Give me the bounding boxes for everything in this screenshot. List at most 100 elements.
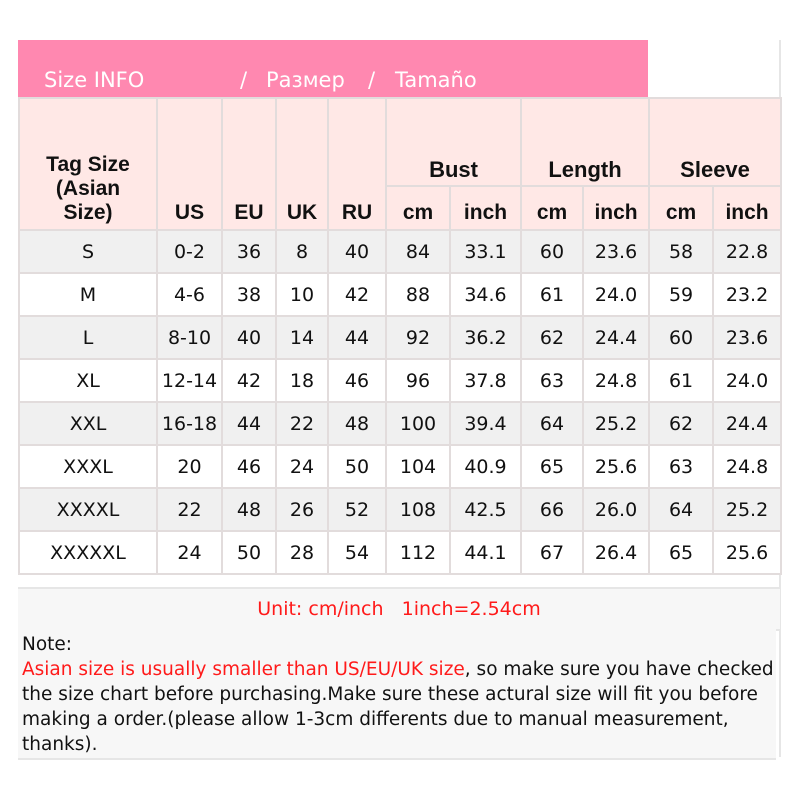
table-row: XL 12-14 42 18 46 96 37.8 63 24.8 61 24.0 (18, 358, 783, 403)
header-uk: UK (275, 97, 329, 231)
unit-line: Unit: cm/inch 1inch=2.54cm (18, 587, 780, 631)
cell-ru: 46 (327, 358, 387, 403)
cell-tag-size: XL (18, 358, 158, 403)
cell-bust-cm: 104 (385, 444, 451, 489)
header-bust-cm: cm (385, 185, 451, 231)
note-body: , so make sure you have checked the size… (22, 659, 774, 755)
title-separator: / (368, 68, 376, 92)
table-row: XXXL 20 46 24 50 104 40.9 65 25.6 63 24.8 (18, 444, 783, 489)
cell-bust-cm: 112 (385, 530, 451, 575)
cell-length-cm: 65 (520, 444, 585, 489)
cell-uk: 22 (275, 401, 329, 446)
table-row: S 0-2 36 8 40 84 33.1 60 23.6 58 22.8 (18, 229, 783, 274)
note-label: Note: (22, 634, 73, 655)
title-separator: / (240, 68, 248, 92)
cell-bust-cm: 84 (385, 229, 451, 274)
size-table: Tag Size (Asian Size) US EU UK RU Bust L… (18, 97, 783, 575)
cell-eu: 40 (221, 315, 277, 360)
table-row: XXXXL 22 48 26 52 108 42.5 66 26.0 64 25.2 (18, 487, 783, 532)
cell-ru: 44 (327, 315, 387, 360)
cell-tag-size: M (18, 272, 158, 317)
cell-ru: 54 (327, 530, 387, 575)
cell-us: 20 (156, 444, 223, 489)
cell-bust-inch: 44.1 (448, 530, 523, 575)
cell-sleeve-cm: 61 (648, 358, 715, 403)
note-text: Asian size is usually smaller than US/EU… (22, 657, 776, 757)
cell-bust-cm: 96 (385, 358, 451, 403)
cell-sleeve-cm: 60 (648, 315, 715, 360)
cell-eu: 36 (221, 229, 277, 274)
cell-us: 22 (156, 487, 223, 532)
cell-sleeve-cm: 65 (648, 530, 715, 575)
title-spanish: Tamaño (395, 68, 477, 92)
cell-length-cm: 67 (520, 530, 585, 575)
cell-us: 24 (156, 530, 223, 575)
cell-uk: 26 (275, 487, 329, 532)
cell-length-inch: 24.0 (582, 272, 651, 317)
cell-sleeve-inch: 25.6 (712, 530, 783, 575)
header-length: Length (520, 97, 651, 187)
cell-length-inch: 25.2 (582, 401, 651, 446)
cell-sleeve-cm: 58 (648, 229, 715, 274)
cell-length-inch: 23.6 (582, 229, 651, 274)
cell-length-cm: 61 (520, 272, 585, 317)
cell-tag-size: XXL (18, 401, 158, 446)
cell-bust-inch: 36.2 (448, 315, 523, 360)
header-length-inch: inch (582, 185, 651, 231)
cell-tag-size: XXXL (18, 444, 158, 489)
header-sleeve-inch: inch (712, 185, 783, 231)
cell-sleeve-inch: 24.4 (712, 401, 783, 446)
table-row: XXL 16-18 44 22 48 100 39.4 64 25.2 62 24.4 (18, 401, 783, 446)
header-length-cm: cm (520, 185, 585, 231)
cell-bust-cm: 100 (385, 401, 451, 446)
note-warning: Asian size is usually smaller than US/EU… (22, 659, 465, 680)
cell-length-cm: 64 (520, 401, 585, 446)
cell-eu: 42 (221, 358, 277, 403)
cell-tag-size: XXXXXL (18, 530, 158, 575)
cell-length-inch: 26.0 (582, 487, 651, 532)
cell-length-cm: 62 (520, 315, 585, 360)
cell-ru: 40 (327, 229, 387, 274)
cell-us: 16-18 (156, 401, 223, 446)
unit-text: Unit: cm/inch 1inch=2.54cm (257, 598, 541, 620)
header-us: US (156, 97, 223, 231)
title-bar: Size INFO / Размер / Tamaño (18, 40, 648, 97)
cell-eu: 38 (221, 272, 277, 317)
cell-ru: 50 (327, 444, 387, 489)
header-sleeve-cm: cm (648, 185, 715, 231)
cell-sleeve-inch: 23.2 (712, 272, 783, 317)
cell-sleeve-inch: 23.6 (712, 315, 783, 360)
cell-ru: 48 (327, 401, 387, 446)
cell-bust-cm: 92 (385, 315, 451, 360)
cell-uk: 28 (275, 530, 329, 575)
cell-uk: 24 (275, 444, 329, 489)
cell-eu: 46 (221, 444, 277, 489)
cell-length-cm: 60 (520, 229, 585, 274)
cell-bust-inch: 33.1 (448, 229, 523, 274)
note-section: Note: Asian size is usually smaller than… (18, 629, 776, 760)
cell-uk: 8 (275, 229, 329, 274)
cell-length-inch: 26.4 (582, 530, 651, 575)
title-russian: Размер (266, 68, 345, 92)
cell-us: 4-6 (156, 272, 223, 317)
cell-us: 12-14 (156, 358, 223, 403)
cell-uk: 14 (275, 315, 329, 360)
header-bust-inch: inch (448, 185, 523, 231)
title-english: Size INFO (44, 68, 145, 92)
cell-tag-size: S (18, 229, 158, 274)
cell-bust-inch: 34.6 (448, 272, 523, 317)
table-row: L 8-10 40 14 44 92 36.2 62 24.4 60 23.6 (18, 315, 783, 360)
cell-sleeve-cm: 64 (648, 487, 715, 532)
table-row: M 4-6 38 10 42 88 34.6 61 24.0 59 23.2 (18, 272, 783, 317)
cell-sleeve-cm: 62 (648, 401, 715, 446)
header-sleeve: Sleeve (648, 97, 783, 187)
cell-eu: 48 (221, 487, 277, 532)
cell-uk: 18 (275, 358, 329, 403)
cell-eu: 44 (221, 401, 277, 446)
cell-length-cm: 66 (520, 487, 585, 532)
cell-sleeve-inch: 25.2 (712, 487, 783, 532)
cell-length-cm: 63 (520, 358, 585, 403)
cell-sleeve-inch: 22.8 (712, 229, 783, 274)
cell-uk: 10 (275, 272, 329, 317)
cell-us: 8-10 (156, 315, 223, 360)
